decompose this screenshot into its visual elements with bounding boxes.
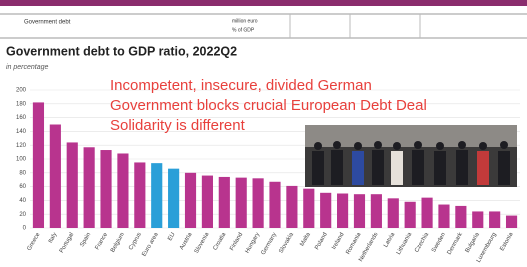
bar bbox=[67, 142, 78, 228]
bar bbox=[84, 147, 95, 228]
x-tick-label: Latvia bbox=[383, 231, 397, 248]
x-tick-label: Poland bbox=[314, 232, 329, 251]
y-tick-label: 120 bbox=[16, 143, 27, 149]
x-tick-label: Euro area bbox=[141, 231, 160, 257]
y-tick-label: 180 bbox=[16, 101, 27, 107]
x-tick-label: Ireland bbox=[331, 232, 345, 251]
x-tick-label: Denmark bbox=[447, 231, 465, 256]
x-tick-label: Spain bbox=[79, 232, 92, 248]
bar bbox=[472, 211, 483, 228]
y-tick-label: 80 bbox=[19, 170, 26, 176]
y-tick-label: 40 bbox=[19, 198, 26, 204]
y-tick-label: 100 bbox=[16, 157, 27, 163]
bar bbox=[388, 198, 399, 228]
bar bbox=[134, 162, 145, 228]
bar bbox=[185, 173, 196, 228]
bar bbox=[371, 194, 382, 228]
x-tick-label: Malta bbox=[299, 231, 312, 247]
x-tick-label: Bulgaria bbox=[465, 231, 482, 254]
table-unit: million euro bbox=[232, 18, 258, 24]
bar bbox=[320, 193, 331, 228]
y-tick-label: 140 bbox=[16, 129, 27, 135]
bar bbox=[117, 153, 128, 228]
x-tick-label: Italy bbox=[48, 232, 59, 245]
bar bbox=[354, 194, 365, 228]
bar bbox=[405, 202, 416, 228]
bar bbox=[219, 177, 230, 228]
photo bbox=[305, 125, 517, 187]
x-tick-label: Slovakia bbox=[278, 231, 295, 254]
bar bbox=[286, 186, 297, 228]
bar bbox=[253, 178, 264, 228]
x-tick-label: Sweden bbox=[431, 232, 447, 254]
table-row-label: Government debt bbox=[24, 20, 71, 26]
x-tick-label: Estonia bbox=[499, 231, 515, 252]
page: {"top_row": {"label": "Government debt",… bbox=[0, 0, 527, 267]
x-tick-label: Cyprus bbox=[128, 232, 143, 251]
chart-title: Government debt to GDP ratio, 2022Q2 bbox=[6, 44, 237, 58]
bar bbox=[151, 163, 162, 228]
bar bbox=[421, 198, 432, 228]
x-tick-label: Czechia bbox=[414, 231, 430, 253]
x-tick-label: France bbox=[95, 231, 110, 251]
bar bbox=[489, 211, 500, 228]
bar bbox=[236, 178, 247, 228]
x-tick-label: EU bbox=[167, 232, 176, 242]
bar bbox=[506, 216, 517, 228]
y-tick-label: 160 bbox=[16, 115, 27, 121]
bar bbox=[455, 206, 466, 228]
x-tick-label: Croatia bbox=[213, 231, 228, 251]
x-tick-label: Hungary bbox=[245, 232, 262, 255]
bar bbox=[303, 189, 314, 228]
table-unit: % of GDP bbox=[232, 27, 255, 33]
bar bbox=[337, 194, 348, 229]
bar bbox=[168, 169, 179, 228]
y-tick-label: 20 bbox=[19, 212, 26, 218]
x-tick-label: Slovenia bbox=[194, 231, 211, 255]
bar bbox=[438, 205, 449, 228]
bar bbox=[269, 182, 280, 228]
y-tick-label: 0 bbox=[23, 226, 27, 232]
annotation: Solidarity is different bbox=[110, 117, 246, 134]
bar bbox=[202, 176, 213, 228]
x-tick-label: Portugal bbox=[59, 232, 75, 254]
annotation: Incompetent, insecure, divided German bbox=[110, 77, 372, 94]
bar bbox=[33, 102, 44, 228]
x-tick-label: Germany bbox=[261, 232, 279, 256]
x-tick-label: Greece bbox=[27, 231, 42, 252]
bar bbox=[50, 125, 61, 229]
x-tick-label: Austria bbox=[179, 231, 194, 251]
x-tick-label: Belgium bbox=[110, 232, 126, 254]
x-tick-label: Lithuania bbox=[396, 231, 414, 256]
bar bbox=[100, 150, 111, 228]
table-header-strip bbox=[0, 0, 527, 6]
y-tick-label: 200 bbox=[16, 88, 27, 94]
chart: Government debt million euro % of GDP Go… bbox=[0, 0, 527, 267]
x-tick-label: Finland bbox=[229, 232, 244, 252]
y-tick-label: 60 bbox=[19, 184, 26, 190]
chart-subtitle: in percentage bbox=[6, 64, 49, 71]
annotation: Government blocks crucial European Debt … bbox=[110, 97, 427, 114]
x-tick-label: Romania bbox=[345, 231, 363, 255]
